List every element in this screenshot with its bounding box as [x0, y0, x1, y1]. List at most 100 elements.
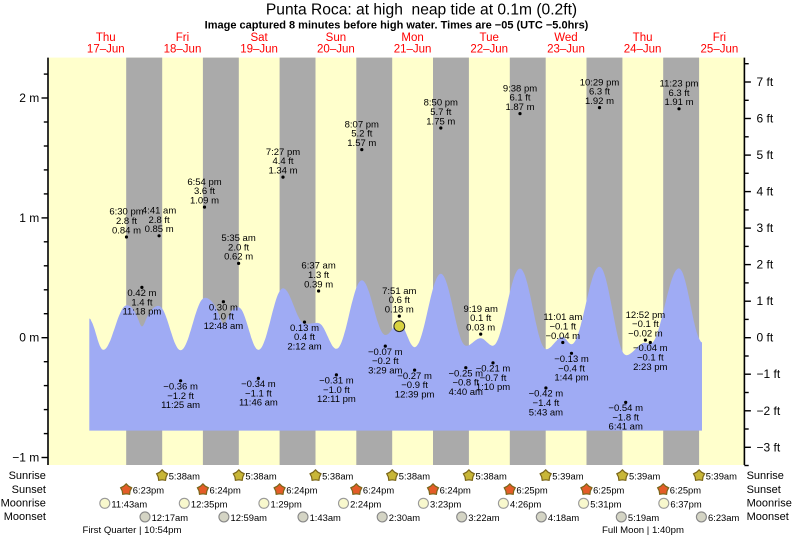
- svg-text:Mon: Mon: [401, 32, 423, 44]
- svg-text:6:24pm: 6:24pm: [440, 485, 471, 496]
- svg-text:12:52 pm: 12:52 pm: [626, 310, 666, 321]
- svg-text:3:22am: 3:22am: [468, 512, 499, 523]
- svg-text:1 ft: 1 ft: [757, 294, 774, 308]
- svg-text:−0.34 m: −0.34 m: [241, 379, 276, 390]
- svg-text:12:59am: 12:59am: [231, 512, 268, 523]
- svg-text:−0.21 m: −0.21 m: [476, 364, 511, 375]
- svg-text:4:41 am: 4:41 am: [142, 206, 176, 217]
- svg-text:Sun: Sun: [326, 32, 346, 44]
- svg-text:6:23am: 6:23am: [708, 512, 739, 523]
- svg-text:5:38am: 5:38am: [399, 471, 430, 482]
- svg-text:Moonset: Moonset: [747, 511, 789, 523]
- svg-text:0.03 m: 0.03 m: [466, 322, 495, 333]
- svg-text:1:43am: 1:43am: [310, 512, 341, 523]
- svg-text:12:48 am: 12:48 am: [204, 321, 244, 332]
- svg-text:Wed: Wed: [554, 32, 577, 44]
- svg-text:2.8 ft: 2.8 ft: [149, 215, 170, 226]
- svg-text:2.8 ft: 2.8 ft: [116, 216, 137, 227]
- svg-text:1:29pm: 1:29pm: [271, 498, 302, 509]
- svg-text:7:51 am: 7:51 am: [382, 286, 416, 297]
- svg-text:11:23 pm: 11:23 pm: [660, 79, 699, 90]
- svg-text:−1 ft: −1 ft: [757, 367, 781, 381]
- svg-text:−0.1 ft: −0.1 ft: [549, 322, 576, 333]
- svg-text:−1 m: −1 m: [12, 451, 39, 465]
- svg-text:−0.8 ft: −0.8 ft: [452, 378, 479, 389]
- svg-text:7 ft: 7 ft: [757, 75, 774, 89]
- svg-text:−1.1 ft: −1.1 ft: [245, 388, 272, 399]
- svg-text:1.34 m: 1.34 m: [268, 165, 297, 176]
- svg-text:6:25pm: 6:25pm: [670, 485, 701, 496]
- svg-text:6:30 pm: 6:30 pm: [109, 207, 143, 218]
- svg-text:Moonrise: Moonrise: [747, 498, 792, 510]
- svg-text:2:30am: 2:30am: [389, 512, 420, 523]
- svg-text:1.3 ft: 1.3 ft: [308, 270, 329, 281]
- svg-text:0.62 m: 0.62 m: [224, 252, 253, 263]
- svg-text:5:38am: 5:38am: [169, 471, 200, 482]
- svg-text:12:17am: 12:17am: [152, 512, 189, 523]
- svg-text:20–Jun: 20–Jun: [317, 44, 355, 56]
- svg-text:8:50 pm: 8:50 pm: [424, 98, 458, 109]
- svg-text:25–Jun: 25–Jun: [701, 44, 739, 56]
- svg-text:−0.2 ft: −0.2 ft: [372, 356, 399, 367]
- svg-text:1:44 pm: 1:44 pm: [554, 373, 588, 384]
- svg-text:5:31pm: 5:31pm: [590, 498, 621, 509]
- svg-text:3:23pm: 3:23pm: [430, 498, 461, 509]
- svg-text:−0.02 m: −0.02 m: [628, 328, 663, 339]
- svg-text:Image captured 8 minutes befor: Image captured 8 minutes before high wat…: [205, 19, 589, 31]
- svg-text:5:38am: 5:38am: [476, 471, 507, 482]
- svg-text:−0.1 ft: −0.1 ft: [632, 319, 659, 330]
- svg-text:3:29 am: 3:29 am: [368, 365, 402, 376]
- svg-text:2 m: 2 m: [19, 91, 39, 105]
- svg-text:19–Jun: 19–Jun: [240, 44, 278, 56]
- svg-text:2 ft: 2 ft: [757, 258, 774, 272]
- svg-text:12:39 pm: 12:39 pm: [395, 389, 435, 400]
- svg-text:Moonrise: Moonrise: [1, 498, 46, 510]
- svg-text:−0.1 ft: −0.1 ft: [637, 353, 664, 364]
- svg-text:11:43am: 11:43am: [111, 498, 147, 509]
- svg-text:5.7 ft: 5.7 ft: [430, 107, 451, 118]
- svg-text:8:07 pm: 8:07 pm: [345, 119, 379, 130]
- svg-text:6.3 ft: 6.3 ft: [668, 88, 689, 99]
- svg-text:−1.0 ft: −1.0 ft: [323, 385, 350, 396]
- svg-text:Sunrise: Sunrise: [9, 470, 46, 482]
- svg-text:Punta Roca: at high neap tide: Punta Roca: at high neap tide at 0.1m (0…: [266, 1, 577, 18]
- svg-text:Sat: Sat: [250, 32, 268, 44]
- svg-text:5:19am: 5:19am: [628, 512, 659, 523]
- svg-text:21–Jun: 21–Jun: [394, 44, 432, 56]
- svg-text:10:29 pm: 10:29 pm: [580, 77, 620, 88]
- svg-text:2.0 ft: 2.0 ft: [228, 242, 249, 253]
- svg-text:−1.2 ft: −1.2 ft: [167, 391, 194, 402]
- svg-text:1.87 m: 1.87 m: [505, 102, 534, 113]
- svg-text:17–Jun: 17–Jun: [87, 44, 125, 56]
- svg-text:0.6 ft: 0.6 ft: [389, 295, 410, 306]
- svg-text:5:39am: 5:39am: [706, 471, 737, 482]
- svg-text:12:35pm: 12:35pm: [191, 498, 228, 509]
- svg-text:18–Jun: 18–Jun: [164, 44, 202, 56]
- svg-text:Tue: Tue: [480, 32, 499, 44]
- svg-text:−1.4 ft: −1.4 ft: [533, 398, 560, 409]
- svg-text:0.84 m: 0.84 m: [112, 225, 141, 236]
- svg-text:4.4 ft: 4.4 ft: [272, 156, 293, 167]
- svg-text:Moonset: Moonset: [4, 511, 46, 523]
- svg-text:−0.13 m: −0.13 m: [554, 354, 589, 365]
- svg-text:−0.42 m: −0.42 m: [529, 389, 564, 400]
- svg-text:−0.31 m: −0.31 m: [319, 376, 354, 387]
- svg-text:7:27 pm: 7:27 pm: [266, 147, 300, 158]
- svg-text:5:39am: 5:39am: [629, 471, 660, 482]
- svg-text:0 m: 0 m: [19, 331, 39, 345]
- svg-text:2:23 pm: 2:23 pm: [633, 362, 667, 373]
- svg-text:−0.07 m: −0.07 m: [368, 347, 403, 358]
- svg-text:4:40 am: 4:40 am: [449, 387, 483, 398]
- svg-text:1.57 m: 1.57 m: [347, 138, 376, 149]
- svg-text:11:25 am: 11:25 am: [161, 400, 200, 411]
- svg-text:Sunset: Sunset: [12, 484, 46, 496]
- svg-text:6.1 ft: 6.1 ft: [509, 93, 530, 104]
- svg-text:Fri: Fri: [713, 32, 726, 44]
- svg-text:3 ft: 3 ft: [757, 221, 774, 235]
- svg-text:Thu: Thu: [96, 32, 116, 44]
- svg-text:−0.27 m: −0.27 m: [397, 371, 432, 382]
- svg-text:Sunrise: Sunrise: [747, 470, 784, 482]
- svg-text:0.1 ft: 0.1 ft: [470, 313, 491, 324]
- svg-text:−0.54 m: −0.54 m: [608, 403, 643, 414]
- svg-text:−2 ft: −2 ft: [757, 404, 781, 418]
